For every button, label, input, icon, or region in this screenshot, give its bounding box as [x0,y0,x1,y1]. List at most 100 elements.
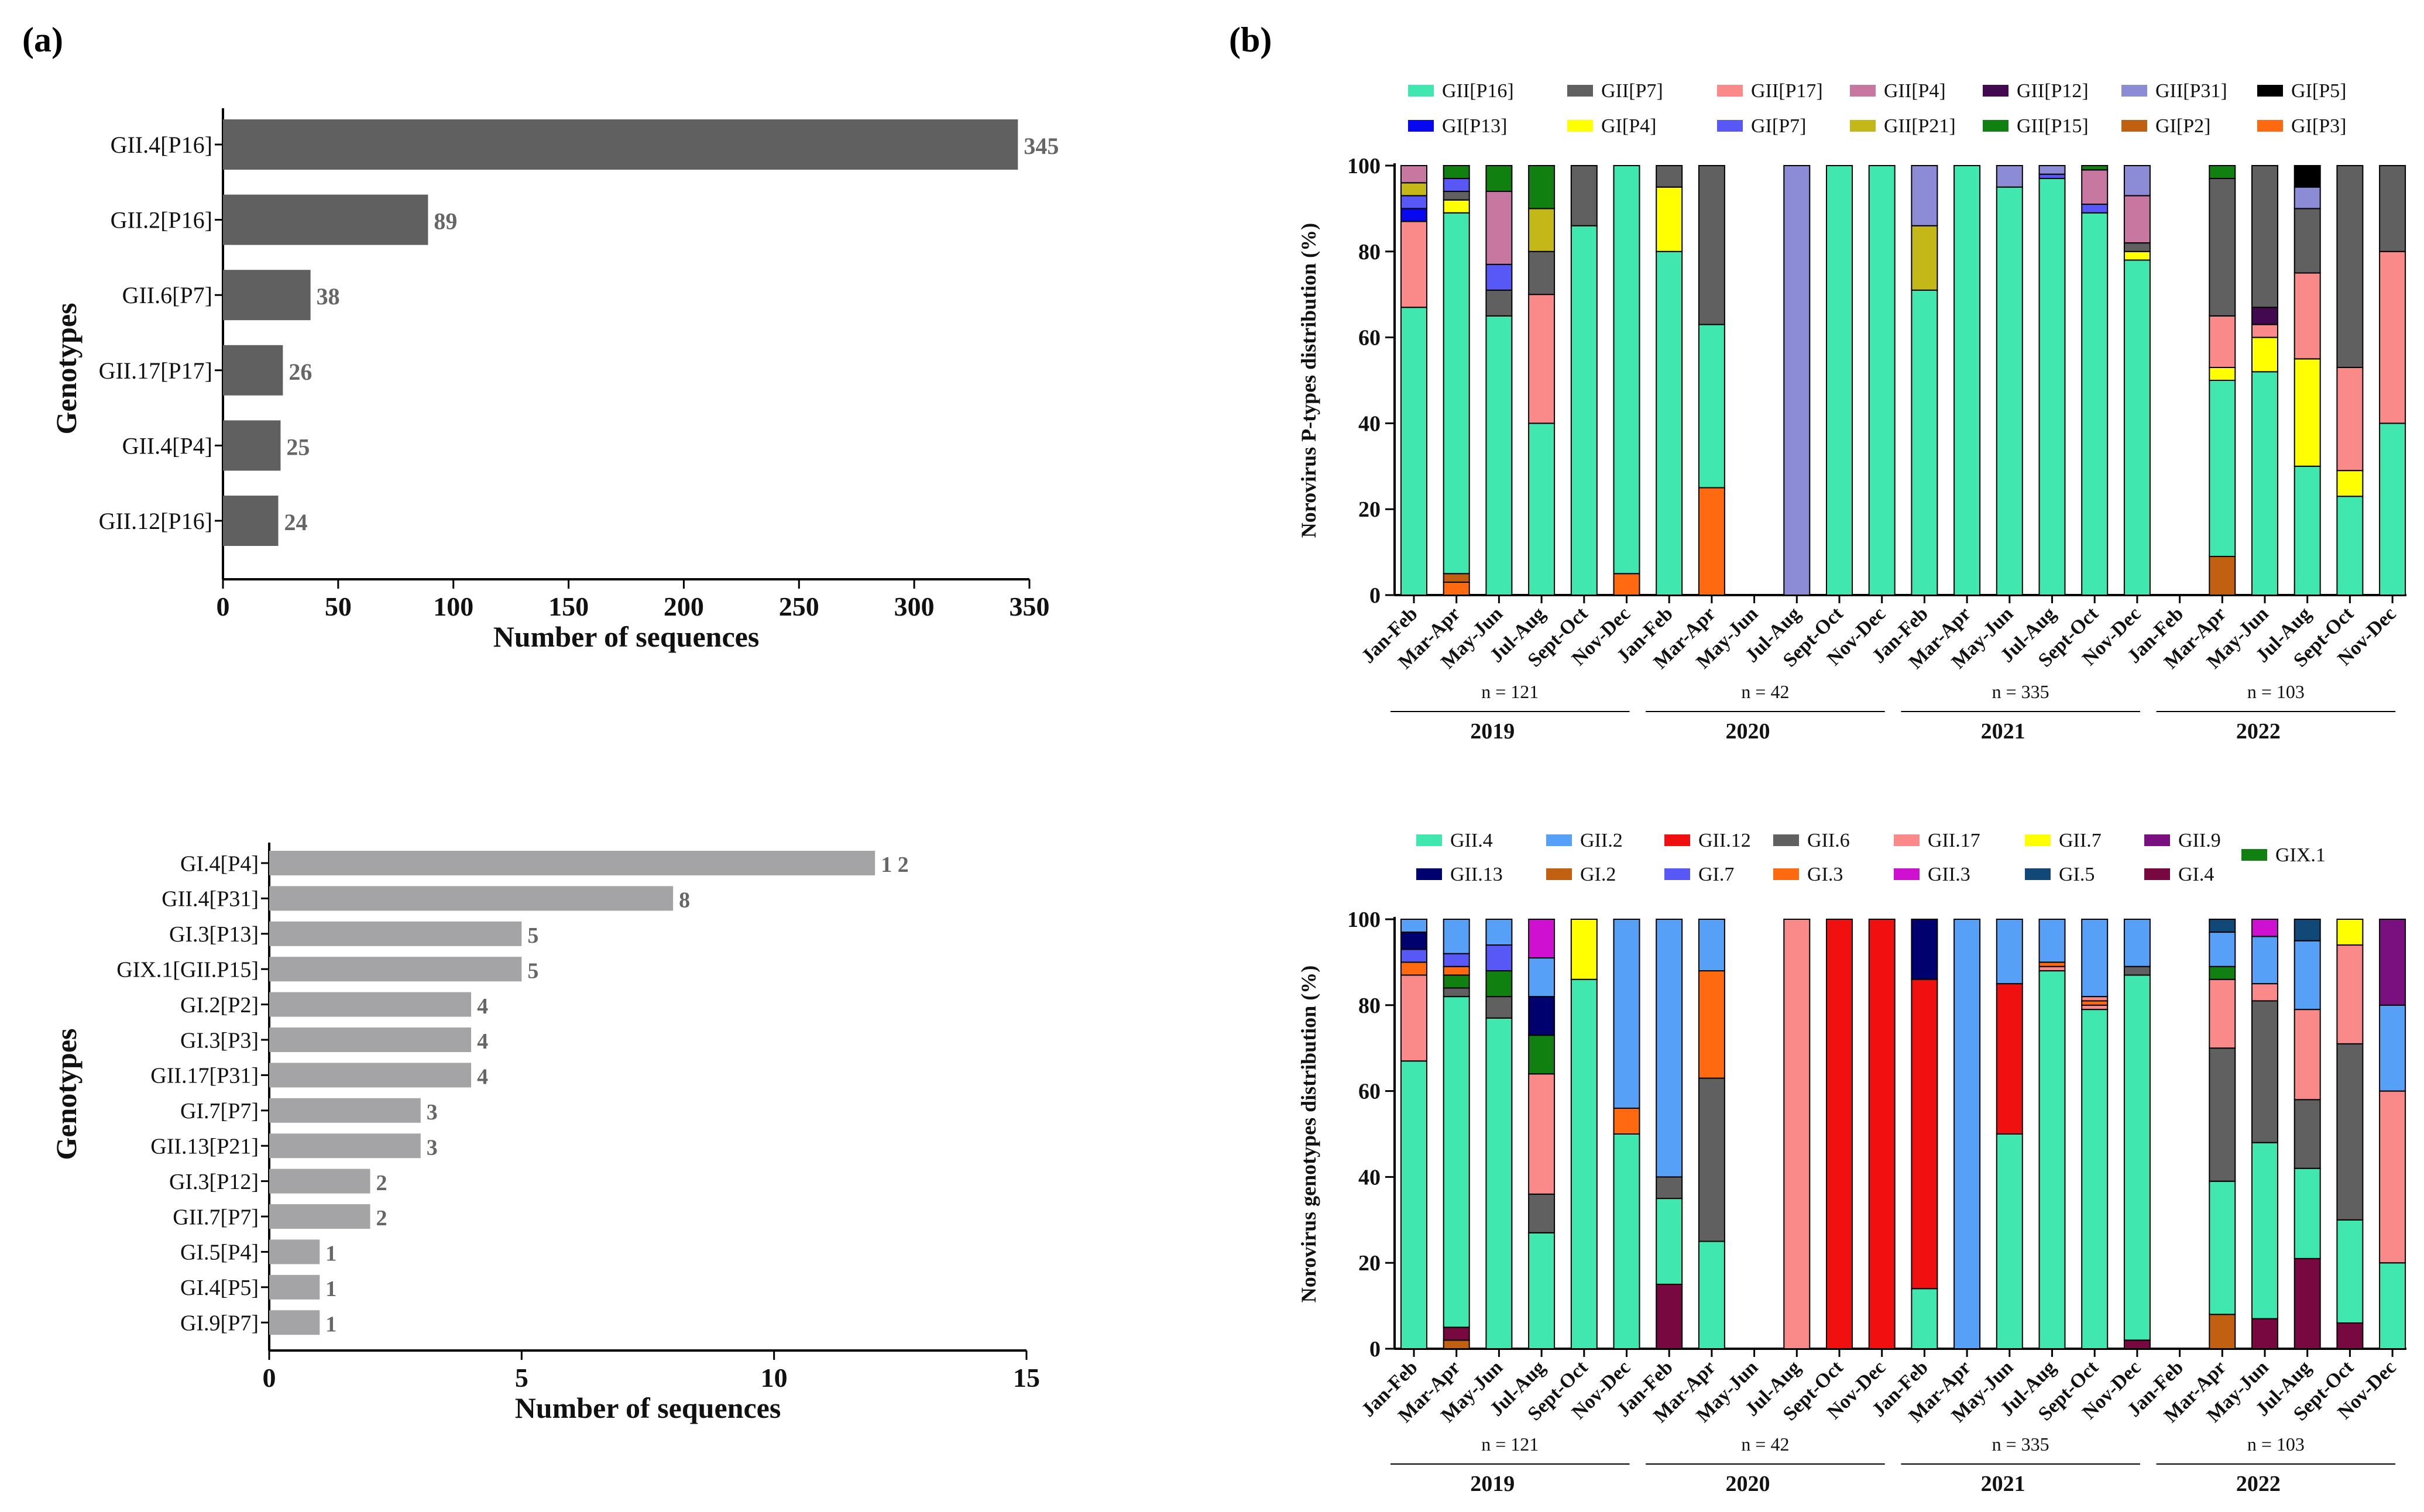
y-tick-label: 60 [1358,1080,1381,1104]
value-label: 1 [325,1312,337,1336]
group-count-label: n = 42 [1741,681,1789,702]
legend-swatch [2121,85,2147,97]
bar-segment [1485,996,1513,1019]
bar [269,1028,472,1052]
legend-swatch [1894,868,1920,880]
legend-label: GII[P12] [2017,80,2089,102]
group-count-label: n = 335 [1992,1434,2049,1455]
bar-segment [1400,932,1427,950]
bar-segment [1400,165,1427,184]
bar-segment [1485,263,1513,291]
bar-segment [2209,978,2236,1049]
y-tick-label: 40 [1358,1165,1381,1190]
bar-segment [1868,919,1896,1349]
bar-segment [1528,1232,1556,1350]
bar-segment [2251,1142,2278,1319]
bar-segment [1443,974,1470,989]
bar-segment [1528,250,1556,295]
bar-segment [2209,555,2236,596]
category-label: GI.2[P2] [180,993,259,1018]
category-label: GII.6[P7] [122,282,212,308]
bar-segment [1528,165,1556,209]
bar-segment [2379,250,2406,424]
bar-segment [1443,178,1470,193]
bar [269,1098,421,1123]
legend-label: GI.3 [1807,864,1843,885]
bar-segment [2123,195,2151,244]
legend-label: GI[P7] [1751,115,1806,137]
value-label: 2 [376,1206,387,1231]
bar-segment [2293,1009,2321,1101]
group-count-label: n = 103 [2247,1434,2305,1455]
legend-label: GI.7 [1698,864,1734,885]
x-tick-label: 100 [433,592,473,621]
legend-swatch [1717,120,1743,132]
bar-segment [2336,919,2364,946]
bar-segment [2081,169,2109,205]
bar [269,851,875,875]
bar-segment [1613,573,1640,596]
legend-label: GII.3 [1928,864,1970,885]
bar-segment [2336,1219,2364,1324]
y-axis-title: Norovirus genotypes distribution (%) [1297,965,1320,1303]
bar-segment [1400,221,1427,308]
chart-ptypes-distribution: GII[P16] GII[P7] GII[P17] GII[P4] GII[P12] GI… [1297,80,2406,744]
bar-segment [1911,919,1938,980]
bar-segment [2038,178,2066,596]
legend-label: GI.4 [2178,864,2214,885]
bar-segment [2123,965,2151,976]
bar-segment [2293,208,2321,274]
bar-segment [1485,289,1513,317]
bar [269,1169,370,1194]
bar [223,194,428,245]
bar-segment [1443,1327,1470,1341]
bar-segment [1443,573,1470,583]
bar-segment [2336,496,2364,596]
category-label: GII.13[P21] [150,1135,259,1159]
bar-segment [2293,165,2321,188]
legend-swatch [2144,868,2170,880]
group-year-label: 2022 [2236,1472,2281,1496]
group-year-label: 2021 [1981,719,2025,744]
bar-segment [2081,165,2109,171]
legend-swatch [2025,868,2051,880]
legend-label: GII.17 [1928,830,1980,851]
bar-segment [1613,919,1640,1109]
value-label: 2 [376,1171,387,1195]
bar-segment [2081,1009,2109,1349]
bar-segment [2123,259,2151,596]
group-year-label: 2020 [1725,719,1770,744]
bar [269,1133,421,1159]
bar-segment [1656,1198,1683,1285]
legend-swatch [1773,834,1799,846]
bar-segment [1656,919,1683,1178]
value-label: 89 [434,208,457,235]
bar-segment [2123,165,2151,197]
bar-segment [1570,919,1598,980]
bar-segment [2336,165,2364,368]
bar-segment [2379,1090,2406,1264]
x-tick-label: 250 [779,592,819,621]
legend-label: GII.13 [1450,864,1503,885]
bar-segment [2038,970,2066,1349]
bar-segment [1528,1035,1556,1075]
bar-segment [1911,978,1938,1290]
bar [223,345,283,396]
bar-segment [1443,1339,1470,1350]
bar-segment [1656,186,1683,252]
value-label: 1 [325,1242,337,1266]
legend-swatch [1416,868,1442,880]
legend-label: GII[P4] [1884,80,1946,102]
group-year-label: 2019 [1470,719,1515,744]
bar-segment [2251,371,2278,596]
bar-segment [2123,919,2151,967]
legend-swatch [2025,834,2051,846]
bar-segment [1656,1283,1683,1349]
bar-segment [1996,165,2023,188]
bar-segment [2336,1043,2364,1221]
bar-segment [2336,366,2364,472]
bar [223,119,1018,170]
category-label: GII.4[P31] [162,887,259,912]
bar-segment [2209,380,2236,557]
